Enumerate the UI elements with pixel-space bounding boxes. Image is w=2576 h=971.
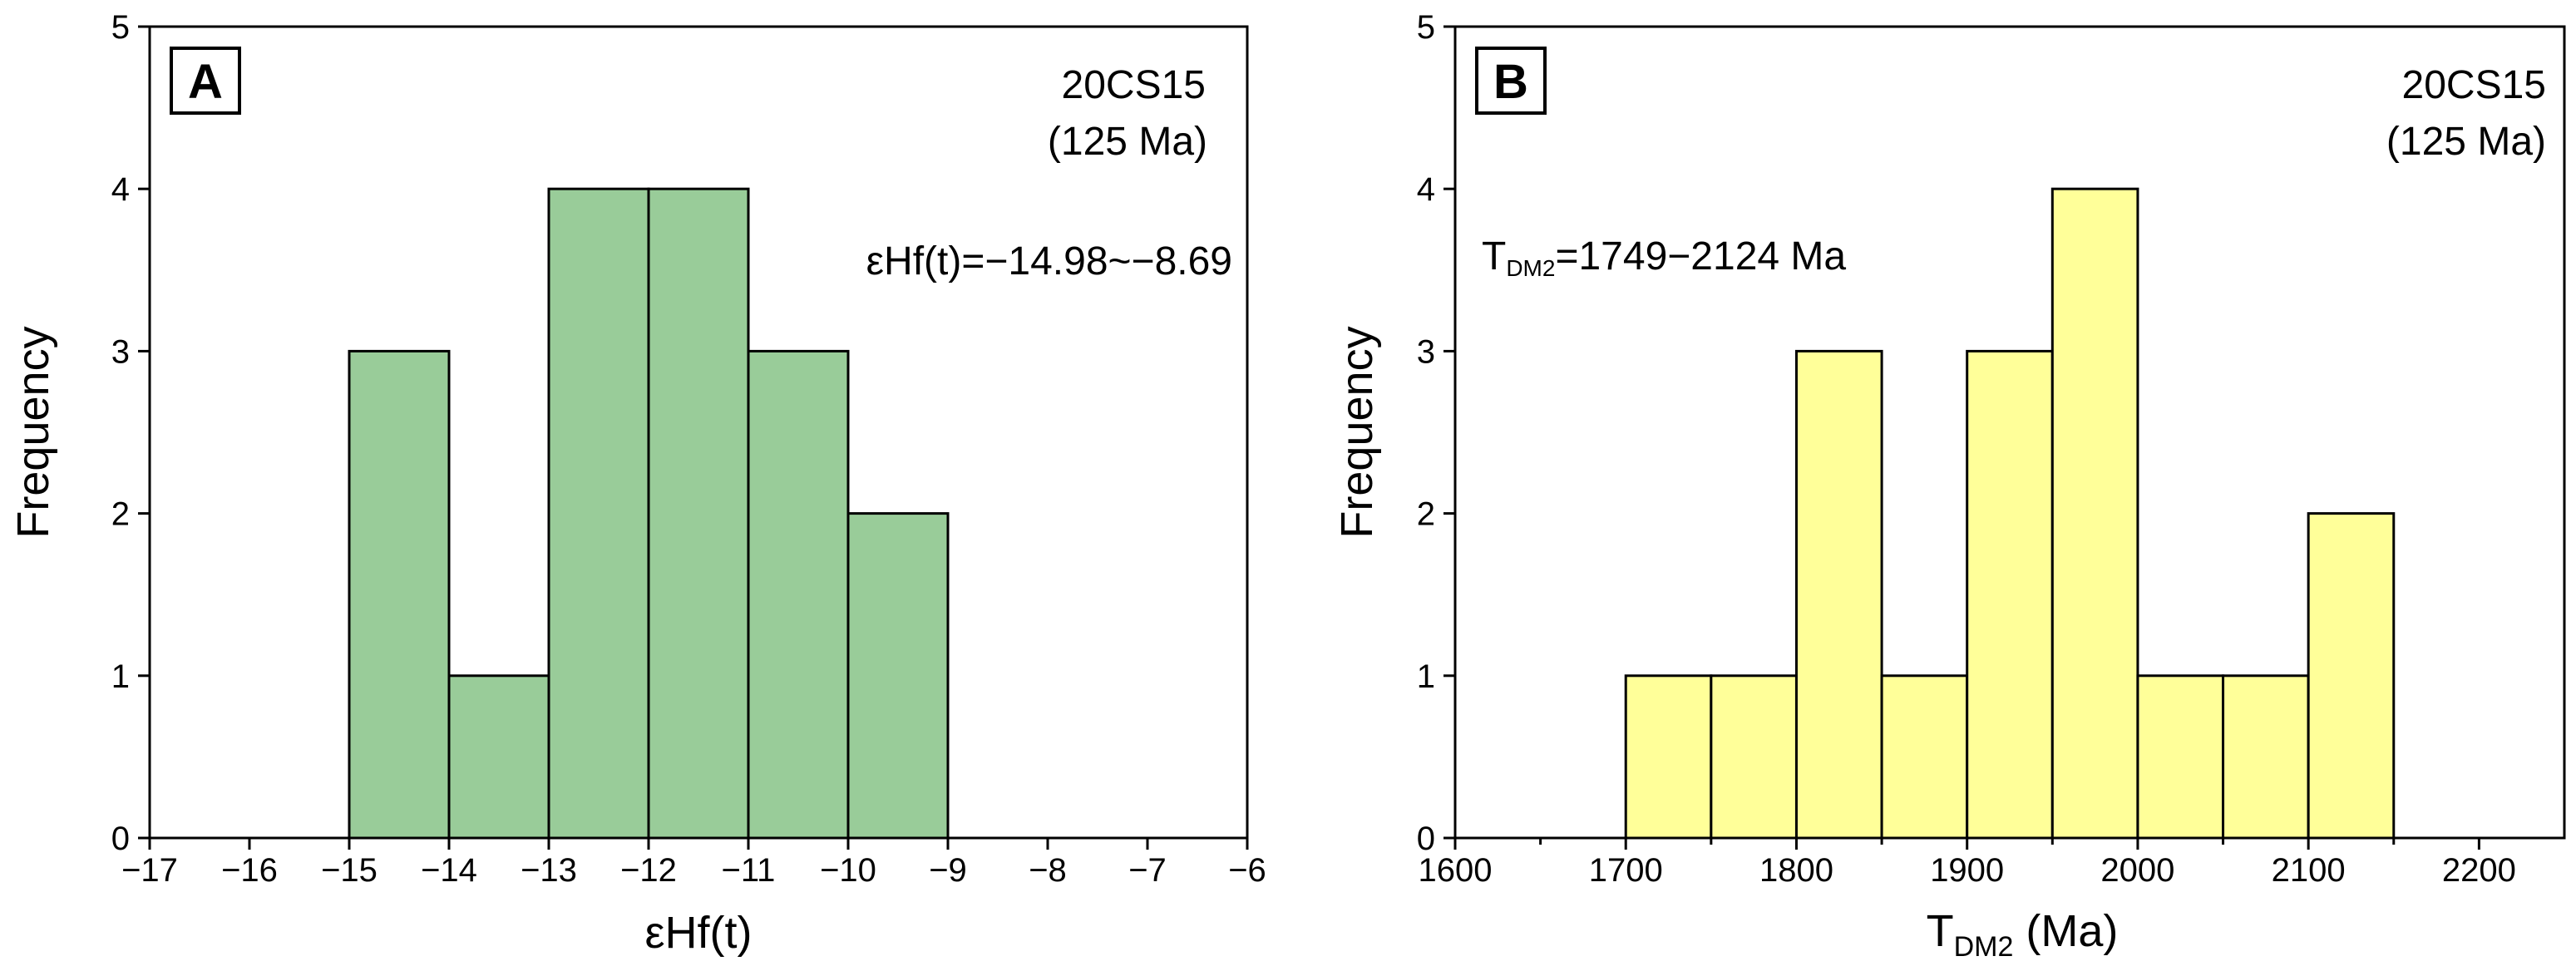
panel-b-x-tick-labels: 1600 1700 1800 1900 2000 2100 2200 [1419,852,2516,889]
panel-a-bar-2 [547,187,650,840]
panel-b-y-tick-label-2: 2 [1417,496,1435,533]
panel-b-ticks [1443,25,2480,850]
panel-a-y-tick-label-4: 4 [111,171,130,208]
panel-a-x-tick-label-3: −14 [421,852,477,889]
panel-b-x-tick-label-2: 1800 [1759,852,1833,889]
panel-b-y-tick-labels: 0 1 2 3 4 5 [1417,9,1435,857]
panel-a-bars [348,187,950,840]
panel-b-plot-frame [1453,25,2566,840]
panel-b-y-tick-label-0: 0 [1417,821,1435,857]
panel-b-x-axis-title: TDM2 (Ma) [1927,906,2119,963]
panel-b-y-tick-label-3: 3 [1417,333,1435,370]
panel-a-x-tick-label-1: −16 [221,852,278,889]
panel-b-tdm2-range-rest: =1749−2124 Ma [1555,234,1846,278]
panel-a-x-tick-label-10: −7 [1128,852,1167,889]
panel-a-plot-frame [148,25,1249,840]
panel-b-bar-0 [1624,674,1713,840]
panel-b-sample-age: (125 Ma) [2386,120,2546,164]
panel-a-sample-age: (125 Ma) [1048,120,1207,164]
panel-b-x-axis-title-rest: (Ma) [2013,906,2118,956]
panel-a-label: A [188,55,223,109]
panel-a-y-tick-labels: 0 1 2 3 4 5 [111,9,130,857]
panel-b-x-axis-title-sub: DM2 [1954,931,2014,963]
panel-a-x-tick-label-5: −12 [620,852,677,889]
panel-a-ehf-histogram: −17 −16 −15 −14 −13 −12 −11 −10 −9 −8 −7 −6 012345 … [8,9,1266,958]
panel-a-x-tick-label-6: −11 [722,852,776,889]
panel-a-bar-3 [647,187,750,840]
panel-b-bar-4 [1966,349,2054,840]
panel-a-x-tick-labels: −17 −16 −15 −14 −13 −12 −11 −10 −9 −8 −7 −6 [121,852,1266,889]
panel-a-bar-0 [348,349,451,840]
panel-b-x-tick-label-6: 2200 [2442,852,2516,889]
panel-b-bars [1624,187,2396,840]
panel-b-tdm2-range: TDM2=1749−2124 Ma [1482,234,1846,281]
panel-a-x-tick-label-9: −8 [1029,852,1067,889]
panel-b-label: B [1493,55,1528,109]
panel-a-y-axis-title: Frequency [8,326,58,538]
panel-b-bar-1 [1710,674,1798,840]
panel-b-y-tick-label-1: 1 [1417,658,1435,695]
panel-a-x-tick-label-4: −13 [521,852,577,889]
panel-a-label-box [170,47,241,115]
panel-a-x-tick-label-7: −10 [820,852,876,889]
panel-a-x-tick-label-11: −6 [1228,852,1266,889]
panel-b-tdm2-range-sub: DM2 [1506,255,1555,281]
panel-a-bar-1 [447,674,550,840]
panel-a-sample-name: 20CS15 [1062,63,1206,107]
panel-b-y-tick-label-4: 4 [1417,171,1435,208]
panel-b-x-axis-title-main: T [1927,906,1954,956]
panel-b-y-axis-title: Frequency [1332,326,1382,538]
panel-b-bar-2 [1794,349,1883,840]
panel-a-x-tick-label-2: −15 [321,852,378,889]
panel-b-bar-7 [2222,674,2310,840]
panel-a-y-tick-label-3: 3 [111,333,130,370]
panel-b-tdm2-histogram: 1600 1700 1800 1900 2000 2100 2200 0 1 2 3 4 5 B 20… [1332,9,2566,963]
panel-b-label-box [1475,47,1547,115]
panel-b-bar-8 [2307,512,2396,840]
panel-b-x-tick-label-4: 2000 [2100,852,2174,889]
panel-b-y-tick-label-5: 5 [1417,9,1435,46]
panel-a-y-tick-label-0: 0 [111,821,130,857]
panel-b-x-tick-label-3: 1900 [1930,852,2004,889]
panel-a-ehf-range: εHf(t)=−14.98~−8.69 [866,239,1232,283]
panel-a-bar-5 [846,512,950,840]
panel-a-y-tick-label-2: 2 [111,496,130,533]
panel-a-x-axis-title: εHf(t) [644,908,752,958]
panel-a-ticks [138,25,1249,850]
panel-b-x-tick-label-5: 2100 [2272,852,2346,889]
panel-b-sample-name: 20CS15 [2402,63,2546,107]
panel-b-tdm2-range-main: T [1482,234,1506,278]
panel-b-x-tick-label-1: 1700 [1589,852,1663,889]
panel-b-bar-6 [2136,674,2225,840]
panel-a-bar-4 [747,349,850,840]
panel-b-bar-5 [2050,187,2139,840]
panel-b-bar-3 [1880,674,1969,840]
panel-a-x-tick-label-8: −9 [929,852,967,889]
panel-a-y-tick-label-1: 1 [111,658,130,695]
panel-b-x-tick-label-0: 1600 [1419,852,1493,889]
panel-a-y-tick-label-5: 5 [111,9,130,46]
panel-a-x-tick-label-0: −17 [121,852,178,889]
